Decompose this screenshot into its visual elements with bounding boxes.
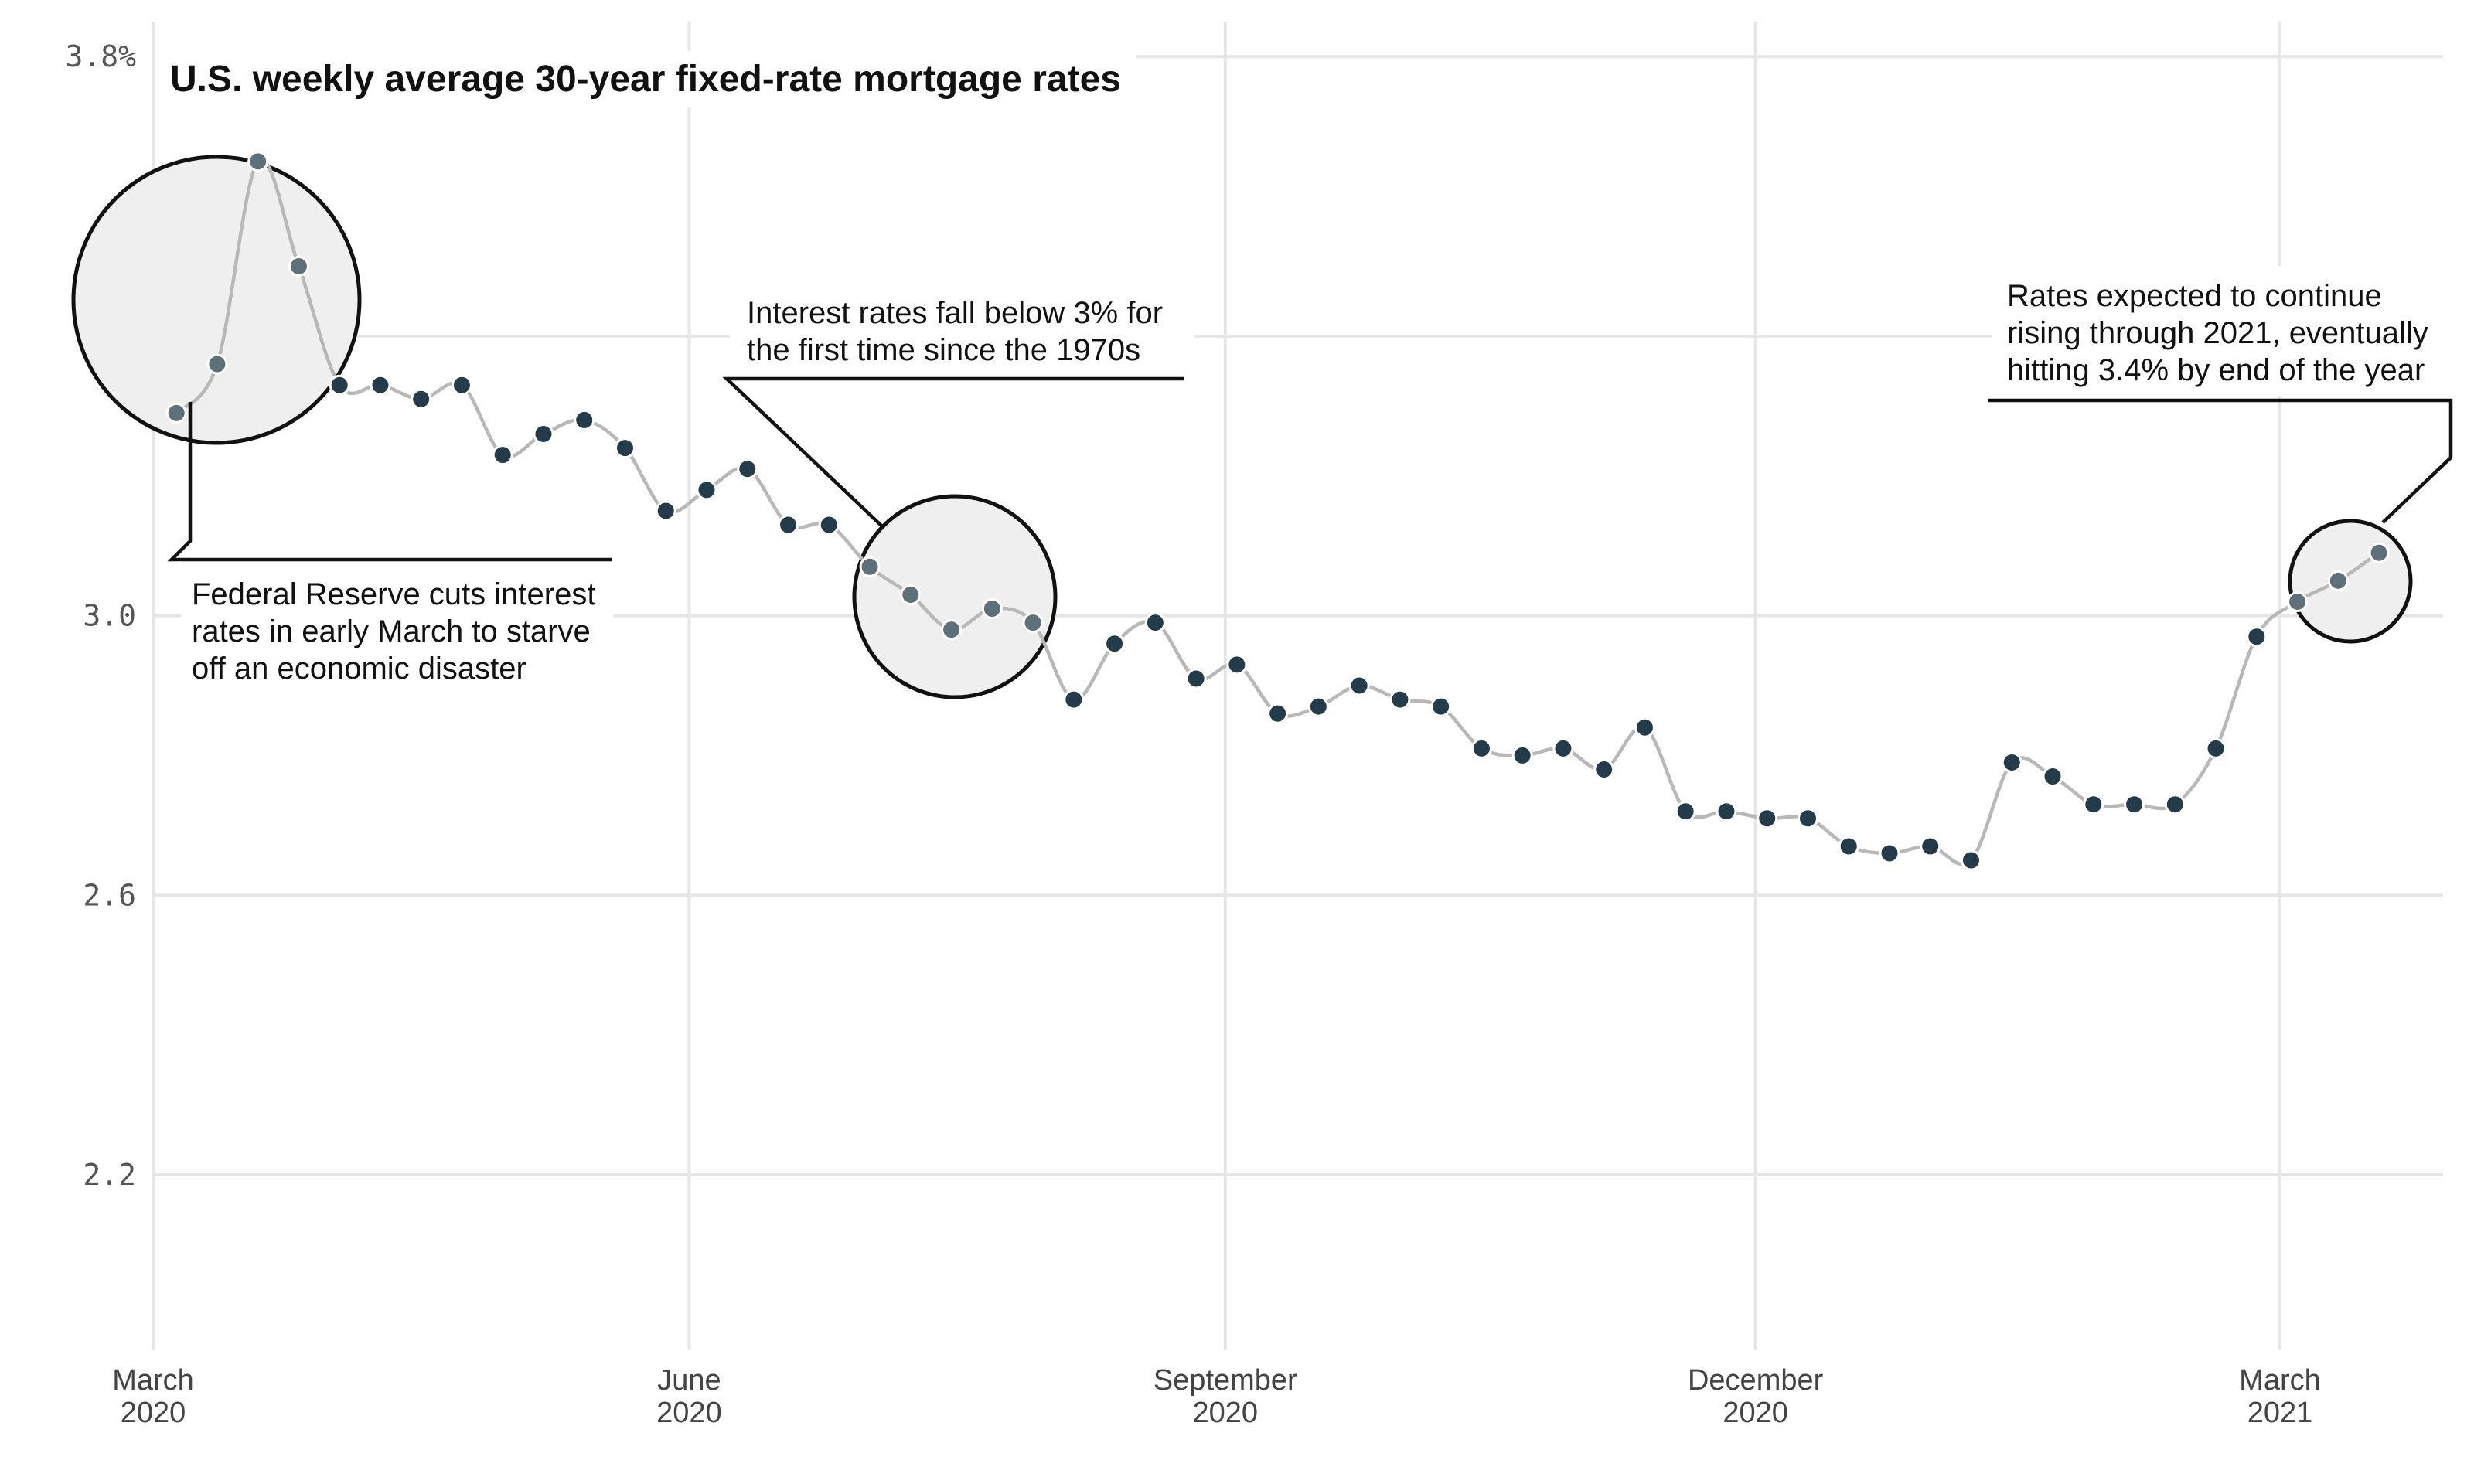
x-tick-label: September	[1154, 1364, 1297, 1397]
data-point	[2246, 626, 2268, 648]
annotation-3-background	[1992, 266, 2459, 396]
highlight-lenses	[71, 155, 2413, 699]
data-point-highlighted	[941, 619, 963, 641]
data-point-highlighted	[288, 255, 309, 277]
annotation-2-line-1: Interest rates fall below 3% for	[747, 296, 1163, 330]
data-point	[1961, 849, 1982, 871]
data-point	[1879, 842, 1900, 864]
data-point	[1634, 716, 1655, 738]
x-tick-year-label: 2020	[656, 1397, 722, 1429]
data-point-highlighted	[1022, 612, 1044, 634]
data-point	[696, 479, 717, 501]
annotation-1-leader	[167, 402, 612, 562]
lens-july-2020	[852, 494, 1058, 699]
annotation-1-line-3: off an economic disaster	[192, 652, 526, 686]
data-point	[1063, 689, 1085, 710]
data-point-highlighted	[859, 556, 881, 577]
x-tick-label: June	[657, 1364, 721, 1397]
lens-march-2020	[71, 155, 362, 445]
data-point-highlighted	[247, 151, 269, 172]
data-point	[614, 437, 636, 459]
data-point	[1511, 744, 1533, 766]
data-point-highlighted	[165, 402, 187, 424]
data-point	[329, 374, 350, 396]
data-point	[2164, 794, 2186, 815]
data-point	[370, 374, 391, 396]
data-point	[2083, 794, 2104, 815]
annotation-1-line-1: Federal Reserve cuts interest	[192, 577, 595, 611]
data-point	[778, 514, 799, 536]
y-tick-label: 2.6	[83, 878, 136, 912]
x-tick-label: December	[1688, 1364, 1824, 1397]
data-point	[451, 374, 472, 396]
chart-title: U.S. weekly average 30-year fixed-rate m…	[170, 59, 1121, 100]
annotation-3: Rates expected to continue rising throug…	[2007, 279, 2437, 387]
x-tick-label: March	[2239, 1364, 2321, 1397]
x-tick-year-label: 2020	[1723, 1397, 1788, 1429]
data-point	[1593, 759, 1615, 781]
data-point-highlighted	[981, 598, 1003, 620]
data-point-highlighted	[900, 584, 922, 605]
annotation-2-leader	[722, 376, 1184, 527]
data-point-highlighted	[206, 353, 228, 375]
data-points	[165, 151, 2390, 871]
data-point-highlighted	[2368, 542, 2390, 563]
data-point-highlighted	[2327, 570, 2349, 591]
data-point	[1838, 836, 1859, 857]
lens-march-2021	[2288, 519, 2413, 644]
data-point	[1348, 675, 1370, 696]
y-tick-label: 2.2	[83, 1158, 136, 1192]
series-line-layer	[175, 157, 2380, 866]
data-point	[2001, 751, 2022, 773]
data-point	[1675, 801, 1696, 822]
data-point	[1716, 801, 1737, 822]
annotation-3-line-3: hitting 3.4% by end of the year	[2007, 353, 2425, 387]
data-point	[574, 409, 595, 431]
annotation-3-line-2: rising through 2021, eventually	[2007, 316, 2428, 350]
data-point	[1307, 696, 1329, 717]
x-tick-year-label: 2020	[1193, 1397, 1259, 1429]
annotation-3-leader	[1988, 398, 2453, 524]
data-point	[1797, 808, 1818, 829]
data-point	[1757, 808, 1778, 829]
data-point	[2042, 766, 2063, 788]
data-point	[1144, 612, 1166, 634]
annotation-1-line-2: rates in early March to starve	[192, 614, 591, 648]
data-point	[2205, 737, 2227, 759]
data-point	[737, 458, 758, 480]
data-point	[1267, 703, 1289, 724]
data-point	[1552, 737, 1574, 759]
data-point	[655, 500, 676, 522]
data-point	[1389, 689, 1411, 710]
y-tick-label: 3.8%	[65, 39, 136, 73]
x-axis-ticks: March2020June2020September2020December20…	[112, 1364, 2321, 1429]
annotation-1-background	[181, 563, 614, 693]
data-point	[1104, 633, 1126, 655]
x-tick-year-label: 2020	[121, 1397, 186, 1429]
data-point	[1470, 737, 1492, 759]
data-point	[818, 514, 840, 536]
y-tick-label: 3.0	[83, 599, 136, 633]
data-point	[492, 444, 513, 466]
data-point	[1185, 668, 1207, 689]
data-point	[411, 388, 432, 410]
x-tick-year-label: 2021	[2247, 1397, 2313, 1429]
data-point	[1226, 654, 1248, 676]
annotation-1: Federal Reserve cuts interest rates in e…	[192, 577, 605, 686]
annotation-3-line-1: Rates expected to continue	[2007, 279, 2382, 313]
annotation-leaders	[167, 376, 2453, 562]
annotation-2-line-2: the first time since the 1970s	[747, 333, 1140, 367]
data-point	[533, 423, 554, 444]
series-line	[175, 157, 2380, 866]
data-point	[1920, 836, 1941, 857]
data-point	[2124, 794, 2145, 815]
data-point	[1430, 696, 1452, 717]
annotation-2-background	[730, 283, 1194, 376]
data-point-highlighted	[2287, 591, 2309, 612]
annotation-2: Interest rates fall below 3% for the fir…	[747, 296, 1171, 367]
title-background	[155, 51, 1136, 107]
x-tick-label: March	[112, 1364, 194, 1397]
